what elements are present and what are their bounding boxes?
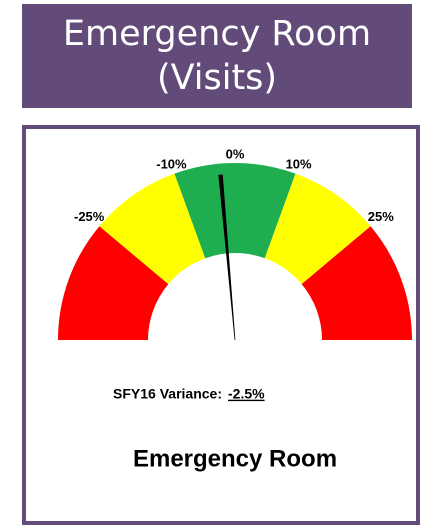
tick-label: -25% bbox=[74, 209, 105, 224]
needle bbox=[218, 174, 236, 341]
gauge-band bbox=[58, 226, 169, 340]
gauge-band bbox=[174, 163, 296, 259]
value-label: -2.5% bbox=[228, 386, 265, 402]
caption: SFY16 Variance: bbox=[113, 386, 222, 402]
tick-label: 0% bbox=[226, 146, 245, 161]
gauge-band bbox=[264, 173, 371, 285]
gauge-band bbox=[99, 173, 206, 285]
header-title: Emergency Room (Visits) bbox=[22, 4, 412, 108]
gauge-band bbox=[301, 226, 412, 340]
tick-label: -10% bbox=[156, 157, 187, 172]
page: Emergency Room (Visits) SFY16 Variance: … bbox=[22, 4, 420, 525]
gauge-chart: SFY16 Variance: -2.5% Emergency Room -25… bbox=[58, 146, 412, 472]
tick-label: 10% bbox=[286, 157, 312, 172]
footer-label: Emergency Room bbox=[133, 445, 337, 472]
tick-label: 25% bbox=[368, 209, 394, 224]
